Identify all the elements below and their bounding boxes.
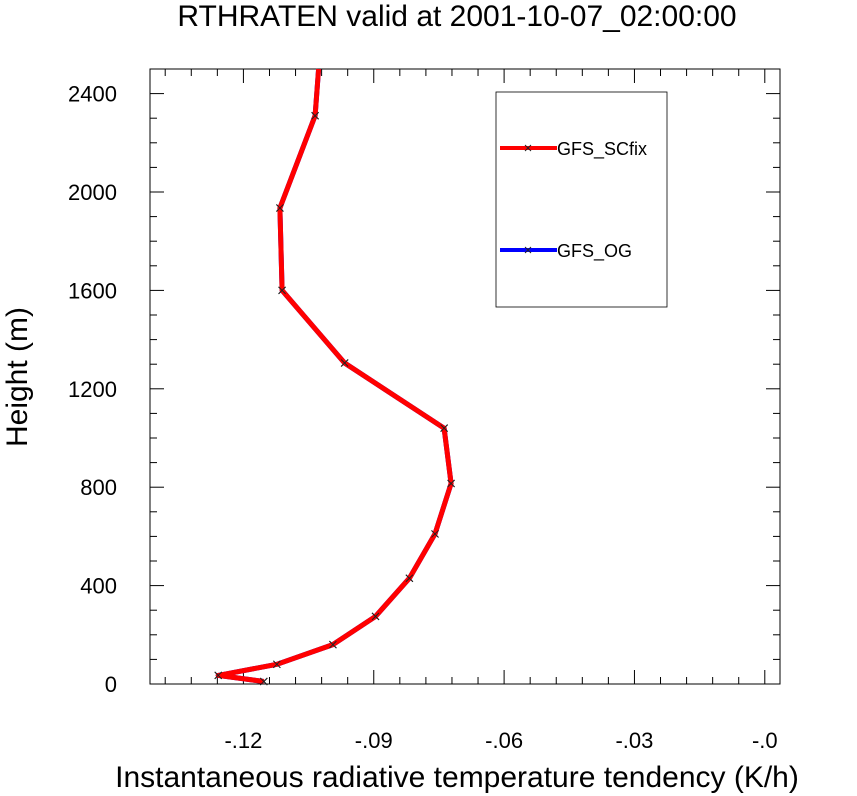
x-tick-label: -.0 [752,728,778,753]
legend-marker-gfs-og [524,246,532,254]
data-point-marker [311,111,319,120]
y-axis-label: Height (m) [1,307,34,447]
x-tick-label: -.06 [485,728,523,753]
data-point-marker [329,640,337,649]
data-point-marker [447,479,455,488]
data-point-marker [431,530,439,538]
y-tick-label: 2000 [68,180,117,205]
series-markers-gfs-og [214,111,455,686]
x-tick-label: -.03 [615,728,653,753]
data-point-marker [405,574,414,583]
y-tick-label: 800 [80,475,117,500]
x-tick-label: -.12 [224,728,262,753]
plot-frame [149,68,781,685]
data-point-marker [371,612,380,621]
y-tick-label: 400 [80,574,117,599]
legend-box [495,91,668,308]
series-line-gfs-scfix [215,68,454,684]
series-line-gfs-og [215,68,454,684]
x-axis-label: Instantaneous radiative temperature tend… [115,761,799,794]
data-point-marker [259,677,268,686]
x-tick-label: -.09 [355,728,393,753]
data-point-marker [214,671,223,680]
legend-marker-gfs-scfix [524,144,532,152]
chart-title: RTHRATEN valid at 2001-10-07_02:00:00 [177,0,736,33]
series-markers-gfs-scfix [214,111,455,686]
data-point-marker [273,660,281,669]
legend-entries: GFS_SCfix GFS_OG [500,139,647,262]
data-point-marker [340,359,349,367]
y-tick-label: 1200 [68,377,117,402]
series-lines [214,68,455,686]
data-point-marker [440,424,448,433]
legend-label-gfs-scfix: GFS_SCfix [557,139,647,160]
legend-label-gfs-og: GFS_OG [557,241,632,262]
axis-ticks: -.12 -.09 -.06 -.03 -.0 0 400 800 1200 1600 2000 24… [68,68,780,753]
y-tick-label: 2400 [68,82,117,107]
legend: GFS_SCfix GFS_OG [495,91,668,308]
data-point-marker [276,204,284,212]
y-tick-label: 1600 [68,278,117,303]
data-point-marker [278,286,286,295]
y-tick-label: 0 [105,672,117,697]
